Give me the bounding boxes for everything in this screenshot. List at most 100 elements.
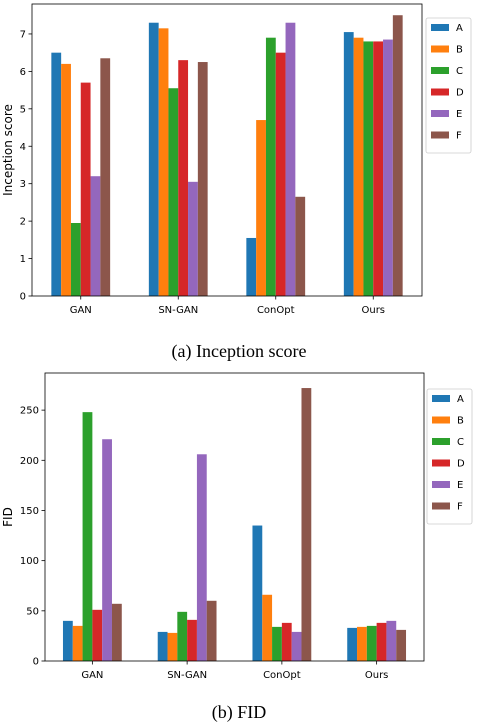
bar-b-ours (353, 37, 364, 296)
legend-label-a: A (456, 23, 463, 34)
legend-swatch-a (431, 24, 449, 31)
bar-f-ours (396, 629, 407, 661)
bar-d-gan (80, 82, 91, 297)
legend-swatch-b (431, 45, 449, 53)
bar-f-gan (111, 603, 122, 661)
x-tick-label: SN-GAN (167, 670, 207, 681)
legend-label-d: D (457, 459, 465, 470)
x-tick-label: GAN (70, 305, 92, 316)
x-tick-label: SN-GAN (158, 305, 198, 316)
legend-swatch-c (431, 67, 449, 74)
bar-f-sn-gan (197, 62, 208, 296)
bar-c-conopt (272, 626, 282, 661)
legend-swatch-e (432, 481, 450, 488)
y-tick-label: 1 (20, 254, 26, 265)
chart-caption: (a) Inception score (172, 341, 307, 362)
y-tick-label: 250 (20, 406, 39, 417)
legend-label-c: C (457, 437, 464, 448)
bar-a-sn-gan (148, 22, 159, 296)
bar-b-sn-gan (158, 28, 169, 297)
y-tick-label: 2 (20, 217, 26, 228)
bar-b-gan (72, 625, 83, 661)
legend-swatch-d (431, 88, 449, 96)
bar-c-gan (82, 412, 93, 661)
bar-e-sn-gan (196, 454, 207, 661)
y-tick-label: 100 (20, 556, 39, 567)
bar-a-gan (51, 52, 62, 296)
y-tick-label: 0 (33, 657, 39, 668)
x-tick-label: Ours (361, 305, 385, 316)
bar-c-ours (366, 625, 377, 661)
legend-label-f: F (457, 502, 463, 513)
legend-swatch-d (432, 459, 450, 467)
x-tick-label: GAN (81, 670, 103, 681)
legend-swatch-f (431, 131, 449, 139)
bar-a-gan (62, 620, 73, 661)
plot-frame (31, 3, 423, 297)
bar-b-conopt (256, 120, 266, 296)
bar-e-conopt (285, 22, 296, 296)
legend-label-c: C (456, 66, 463, 77)
bar-a-sn-gan (157, 631, 168, 661)
y-tick-label: 5 (20, 104, 26, 115)
y-axis-label: Inception score (1, 104, 15, 196)
bar-c-gan (70, 223, 81, 296)
bar-b-conopt (262, 594, 273, 661)
bar-d-ours (376, 622, 387, 661)
bar-d-ours (373, 41, 384, 296)
legend-label-b: B (457, 416, 464, 427)
bar-e-ours (383, 39, 393, 297)
legend-label-d: D (456, 88, 464, 99)
y-tick-label: 150 (20, 506, 39, 517)
bar-b-sn-gan (167, 632, 178, 661)
bar-a-conopt (252, 525, 263, 661)
plot-frame (44, 372, 425, 662)
bar-c-sn-gan (177, 611, 188, 661)
bar-d-conopt (281, 622, 292, 661)
bar-f-sn-gan (206, 600, 217, 661)
legend-label-f: F (456, 131, 462, 142)
legend-label-e: E (457, 480, 463, 491)
legend-swatch-f (432, 502, 450, 510)
bar-f-ours (392, 15, 403, 296)
bar-d-sn-gan (187, 619, 197, 661)
bar-e-conopt (291, 631, 302, 661)
legend-label-e: E (456, 109, 462, 120)
bar-b-ours (357, 626, 367, 661)
y-tick-label: 6 (20, 67, 26, 78)
bar-e-sn-gan (188, 181, 198, 296)
bar-e-gan (90, 176, 101, 296)
bar-f-gan (100, 58, 111, 296)
bar-c-sn-gan (168, 88, 179, 296)
bar-e-gan (102, 439, 112, 661)
bar-b-gan (61, 63, 71, 297)
bar-d-gan (92, 609, 103, 661)
legend-label-b: B (456, 45, 463, 56)
x-tick-label: ConOpt (263, 670, 301, 681)
y-tick-label: 7 (20, 29, 26, 40)
legend-swatch-c (432, 438, 450, 445)
bar-a-ours (347, 627, 358, 661)
bar-f-conopt (301, 388, 312, 661)
bar-c-ours (363, 41, 374, 296)
x-tick-label: ConOpt (257, 305, 295, 316)
bar-e-ours (386, 620, 397, 661)
legend-swatch-e (431, 110, 449, 117)
bar-d-conopt (275, 52, 286, 296)
y-tick-label: 200 (20, 456, 39, 467)
bar-f-conopt (295, 196, 306, 296)
y-axis-label: FID (1, 507, 15, 527)
legend-label-a: A (457, 394, 464, 405)
bar-d-sn-gan (178, 60, 189, 297)
y-tick-label: 4 (20, 142, 26, 153)
y-tick-label: 3 (20, 179, 26, 190)
y-tick-label: 0 (20, 292, 26, 303)
inception-score-chart: 0 1 2 3 4 5 6 7 GAN SN-GAN ConOpt Ours Inception sco… (1, 3, 472, 362)
bar-a-conopt (246, 237, 257, 296)
legend-swatch-a (432, 395, 450, 402)
chart-caption: (b) FID (212, 702, 267, 723)
y-tick-label: 50 (26, 606, 39, 617)
legend-swatch-b (432, 416, 450, 424)
bar-c-conopt (265, 37, 276, 296)
